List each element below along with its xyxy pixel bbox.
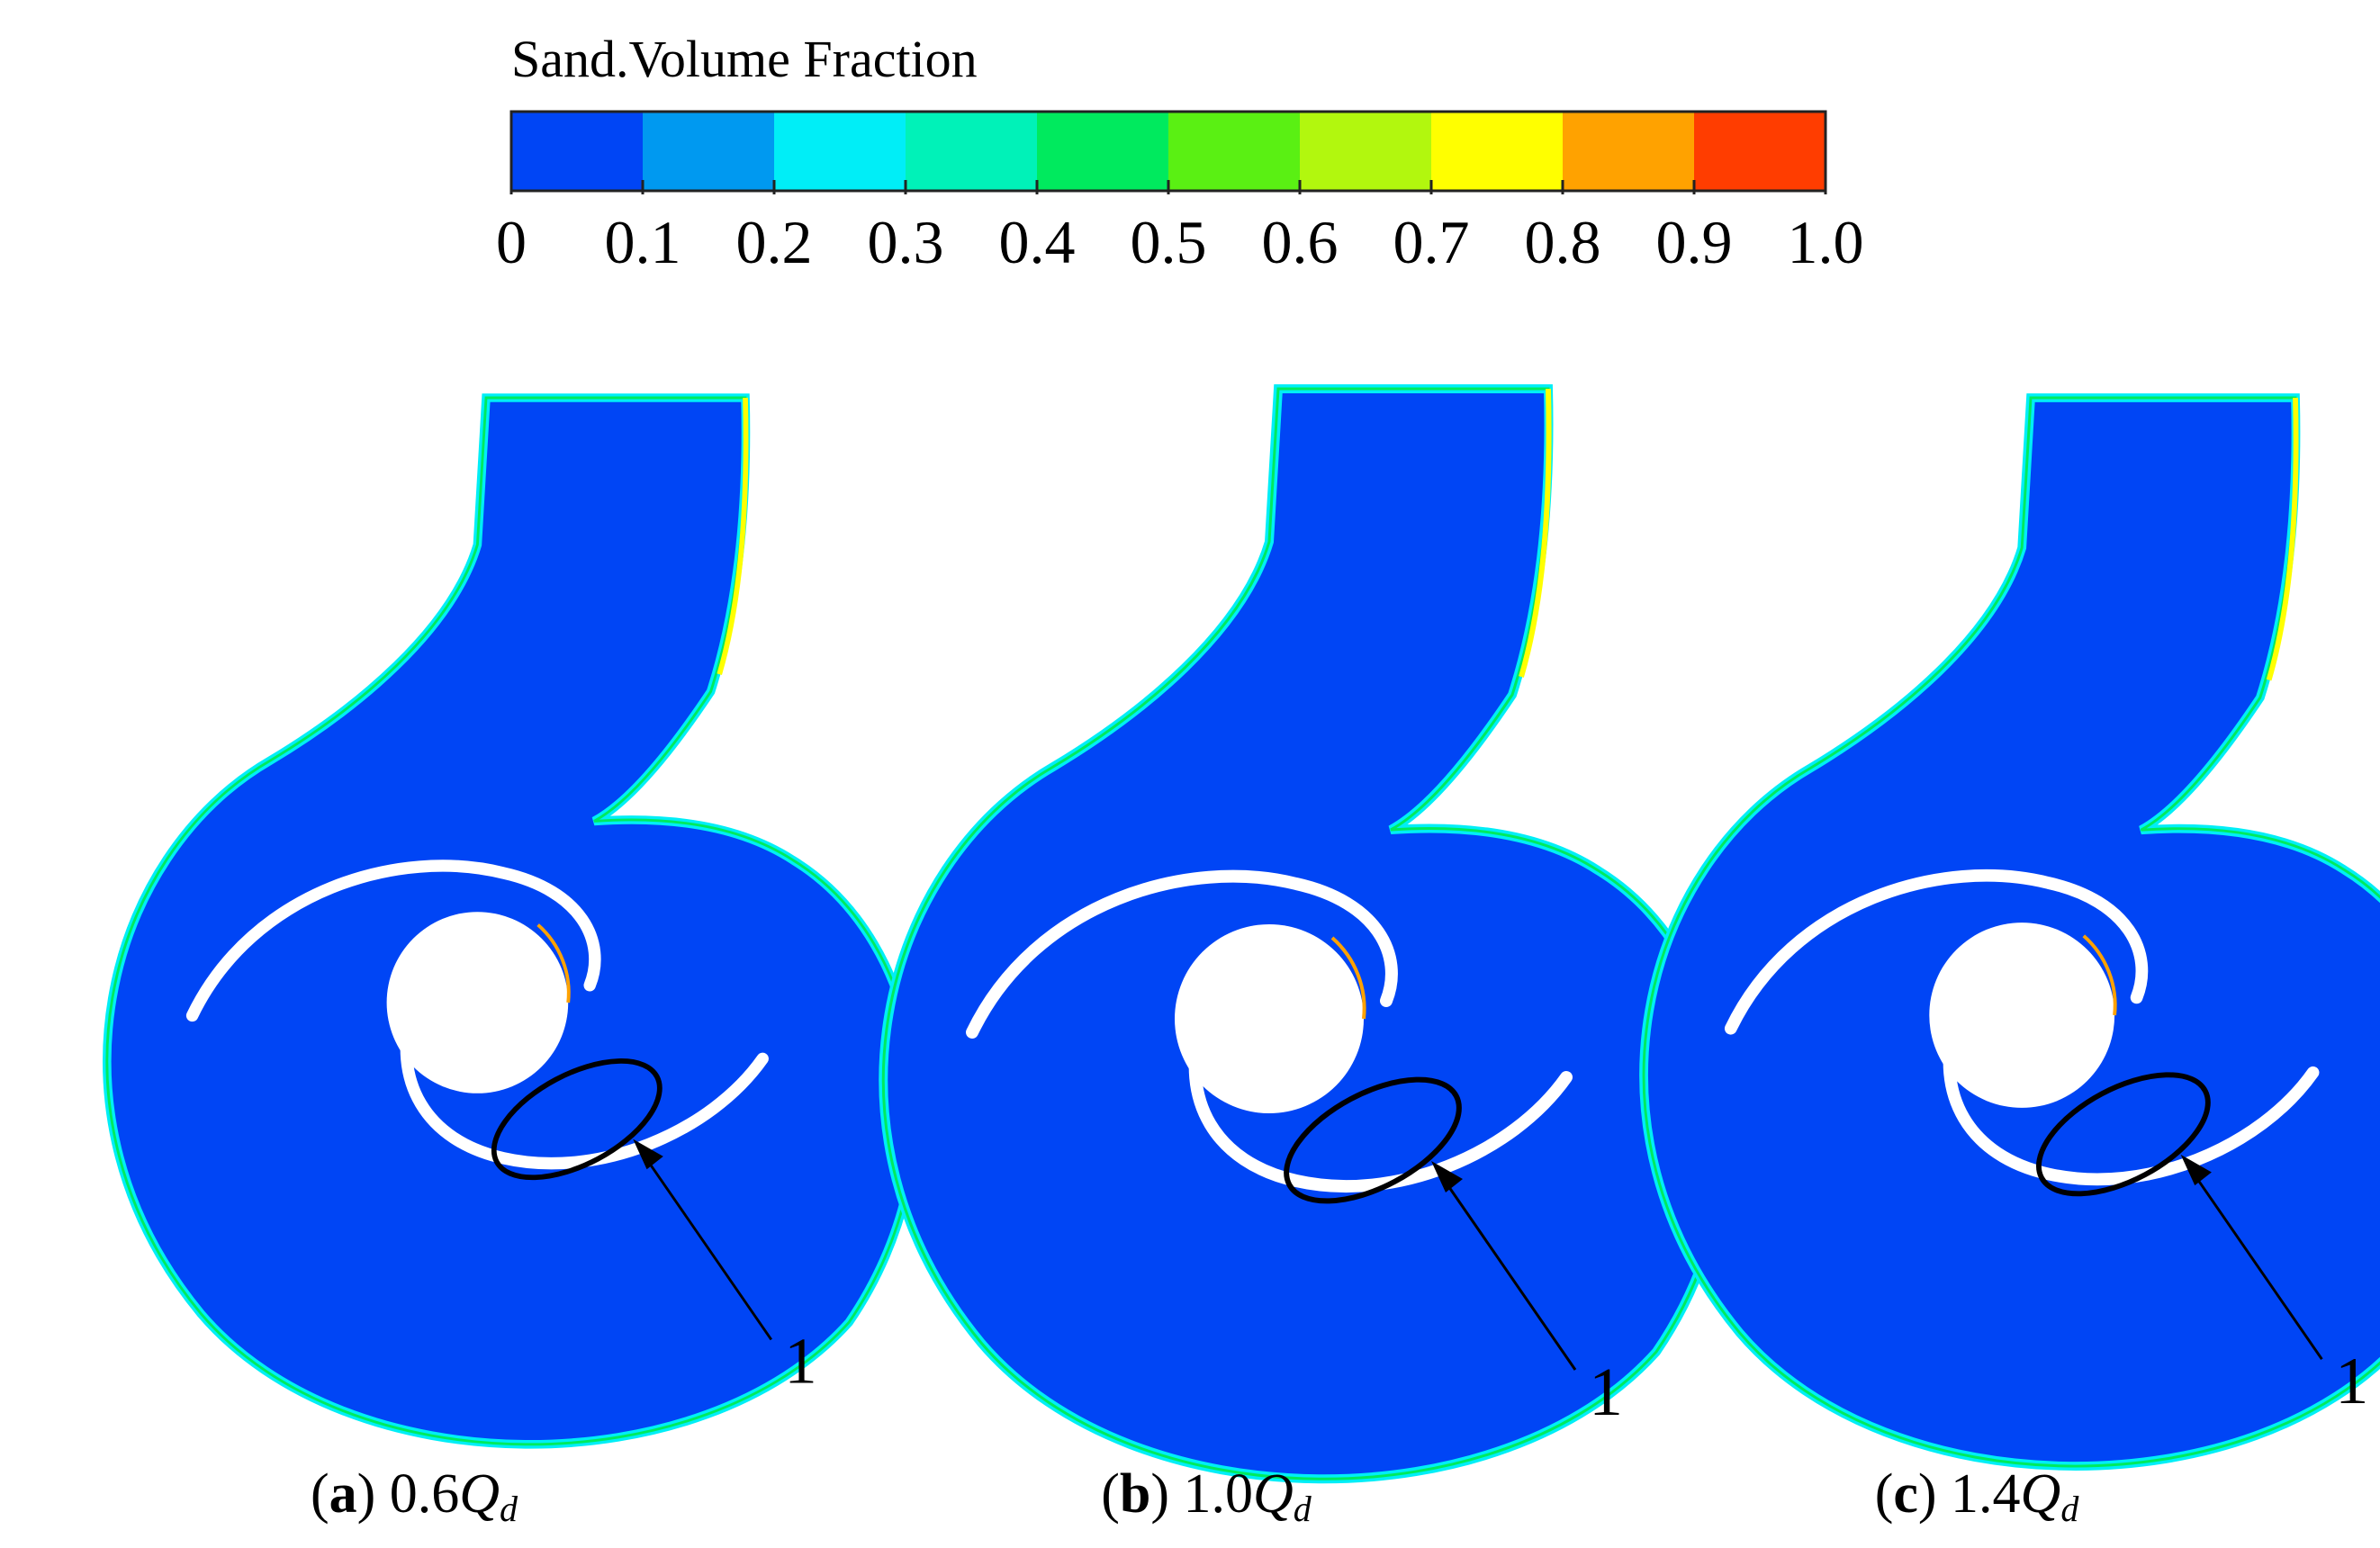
colorbar-tick-label-2: 0.2 [736,208,813,276]
colorbar-segment-4 [1037,112,1169,191]
marker-ellipse [491,1058,663,1181]
impeller-blade-2 [1188,1017,1573,1193]
hub-edge-highlight [536,923,571,1004]
colorbar-segment-7 [1431,112,1564,191]
colorbar: Sand.Volume Fraction 0 0.1 0.2 0.3 0.4 0.5 0.6… [496,30,1864,276]
outlet-wall-rim [2266,397,2299,681]
marker-ellipse [2036,1072,2211,1197]
colorbar-segment-6 [1300,112,1432,191]
colorbar-segment-2 [774,112,906,191]
caption-b-value: 1.0 [1184,1463,1254,1525]
hub-edge-highlight [1330,936,1366,1020]
colorbar-ticks: 0 0.1 0.2 0.3 0.4 0.5 0.6 0.7 0.8 0.9 1.0 [496,180,1864,276]
colorbar-tick-label-1: 0.1 [605,208,681,276]
panel-c: 1 [1644,398,2380,1466]
captions: (a) 0.6Qd (b) 1.0Qd (c) 1.4Qd [311,1463,2079,1529]
impeller-hub [1175,924,1364,1113]
marker-arrow [1443,1180,1577,1371]
caption-a: (a) 0.6Qd [311,1463,518,1529]
marker-arrow [2193,1173,2323,1361]
caption-b-subscript: d [1294,1489,1312,1529]
colorbar-tick-label-10: 1.0 [1788,208,1864,276]
marker-arrow [645,1156,772,1341]
impeller-hub [386,912,569,1094]
colorbar-segment-3 [906,112,1038,191]
marker-arrowhead [1431,1161,1463,1192]
caption-c: (c) 1.4Qd [1875,1463,2080,1529]
marker-label: 1 [1589,1354,1623,1430]
panel-b: 1 [883,389,1726,1479]
colorbar-segment-8 [1563,112,1695,191]
caption-a-value: 0.6 [390,1463,460,1525]
impeller-blade-2 [1943,1013,2320,1186]
caption-c-letter: c [1893,1463,1918,1525]
hub-edge-highlight [2082,934,2117,1016]
panel-a: 1 [107,398,916,1444]
marker-label: 1 [2335,1345,2368,1418]
colorbar-segment-9 [1694,112,1826,191]
impeller-blade-2 [400,1001,769,1170]
marker-label: 1 [784,1324,816,1397]
caption-b-symbol: Q [1253,1463,1294,1525]
caption-a-subscript: d [500,1489,518,1529]
panels: 1 1 1 [107,389,2380,1479]
outlet-wall-rim [1519,388,1552,678]
caption-c-symbol: Q [2021,1463,2061,1525]
colorbar-title: Sand.Volume Fraction [511,30,978,88]
caption-c-subscript: d [2060,1489,2079,1529]
impeller-hub [1929,922,2115,1108]
colorbar-tick-label-4: 0.4 [999,208,1076,276]
colorbar-tick-label-7: 0.7 [1393,208,1470,276]
impeller-blade-1 [1724,868,2149,1035]
impeller-blade-1 [185,860,601,1022]
colorbar-segment-0 [511,112,644,191]
colorbar-tick-label-8: 0.8 [1525,208,1601,276]
caption-a-letter: a [329,1463,357,1525]
colorbar-tick-label-3: 0.3 [868,208,944,276]
marker-ellipse [1284,1076,1462,1204]
colorbar-segment-5 [1168,112,1301,191]
marker-arrowhead [2180,1154,2212,1186]
marker-arrowhead [633,1138,663,1170]
impeller-blade-1 [966,869,1398,1039]
colorbar-tick-label-9: 0.9 [1656,208,1733,276]
caption-a-symbol: Q [459,1463,500,1525]
outlet-wall-rim [717,397,749,676]
caption-b-letter: b [1120,1463,1150,1525]
colorbar-tick-label-6: 0.6 [1262,208,1339,276]
colorbar-segment-1 [643,112,775,191]
caption-b: (b) 1.0Qd [1101,1463,1312,1529]
colorbar-tick-label-0: 0 [496,208,527,276]
colorbar-tick-label-5: 0.5 [1131,208,1207,276]
caption-c-value: 1.4 [1951,1463,2021,1525]
colorbar-segments [511,112,1826,191]
